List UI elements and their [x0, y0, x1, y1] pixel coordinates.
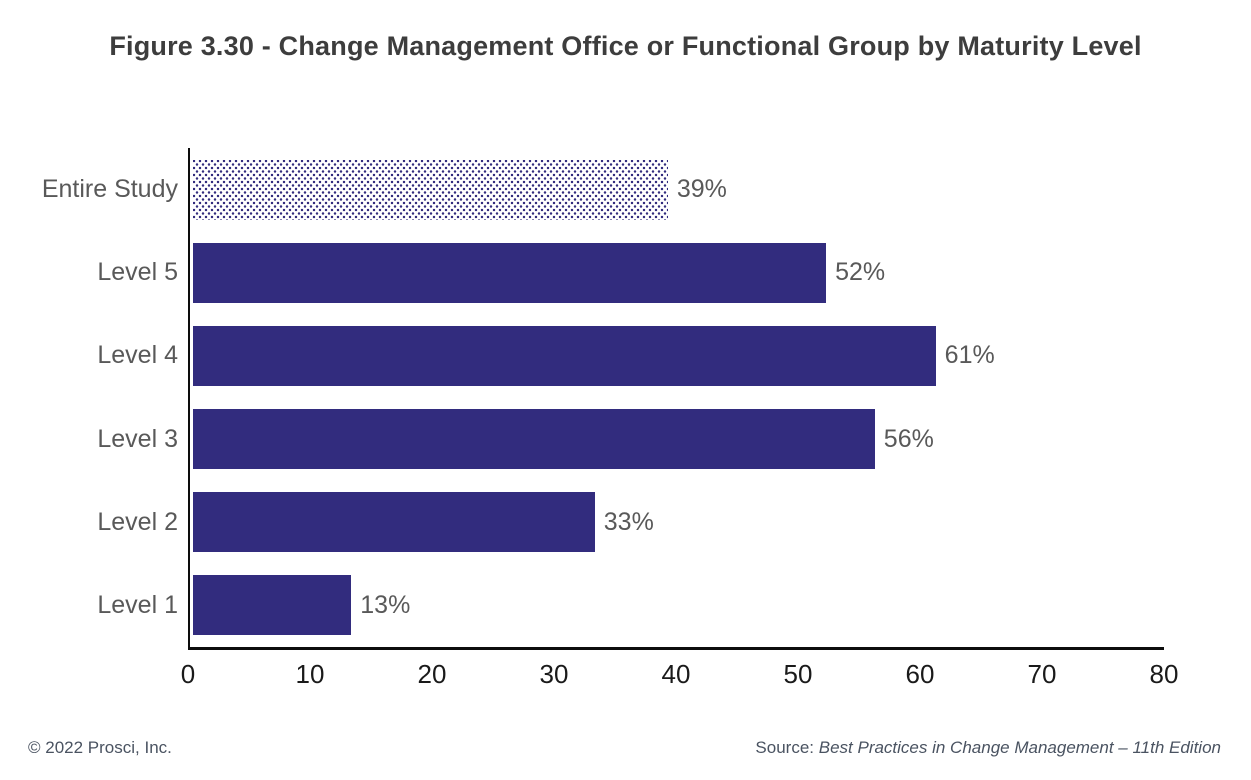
x-tick-label: 60 [905, 659, 935, 689]
bar-entire-study [193, 159, 668, 220]
x-tick-label: 80 [1149, 659, 1179, 689]
bar-row: Entire Study 39% [42, 148, 1164, 231]
value-label: 56% [883, 424, 934, 453]
bar-row: Level 2 33% [97, 481, 1164, 564]
bar-row: Level 5 52% [97, 231, 1164, 314]
copyright-text: © 2022 Prosci, Inc. [28, 738, 172, 757]
category-label: Level 2 [97, 507, 178, 536]
value-label: 39% [676, 175, 727, 204]
bar-row: Level 1 13% [97, 564, 1164, 647]
category-label: Level 1 [97, 590, 178, 619]
source-title: Best Practices in Change Management – 11… [818, 738, 1221, 757]
plot-area: Entire Study 39% Level 5 52% Level 4 61% Level… [42, 148, 1164, 650]
bar-level-3 [193, 409, 875, 470]
category-label: Entire Study [41, 175, 178, 204]
x-tick-label: 50 [783, 659, 813, 689]
chart-title: Figure 3.30 - Change Management Office o… [109, 31, 1142, 61]
value-label: 52% [835, 258, 886, 287]
value-label: 13% [360, 590, 411, 619]
category-label: Level 3 [97, 424, 178, 453]
x-tick-label: 70 [1027, 659, 1057, 689]
bar-level-4 [193, 325, 936, 386]
source-text: Source: Best Practices in Change Managem… [755, 738, 1221, 758]
value-label: 33% [603, 507, 654, 536]
x-axis: 0 10 20 30 40 50 60 70 80 [181, 659, 1179, 691]
source-prefix: Source: [755, 738, 819, 757]
x-tick-label: 30 [539, 659, 569, 689]
category-label: Level 5 [97, 258, 178, 287]
bar-row: Level 4 61% [97, 314, 1164, 397]
x-tick-label: 0 [180, 659, 196, 689]
x-tick-label: 10 [295, 659, 325, 689]
bar-row: Level 3 56% [97, 398, 1164, 481]
bar-level-2 [193, 492, 595, 553]
value-label: 61% [944, 341, 995, 370]
x-tick-label: 40 [661, 659, 691, 689]
x-tick-label: 20 [417, 659, 447, 689]
category-label: Level 4 [97, 341, 178, 370]
bar-level-1 [193, 575, 352, 636]
bar-level-5 [193, 242, 827, 303]
